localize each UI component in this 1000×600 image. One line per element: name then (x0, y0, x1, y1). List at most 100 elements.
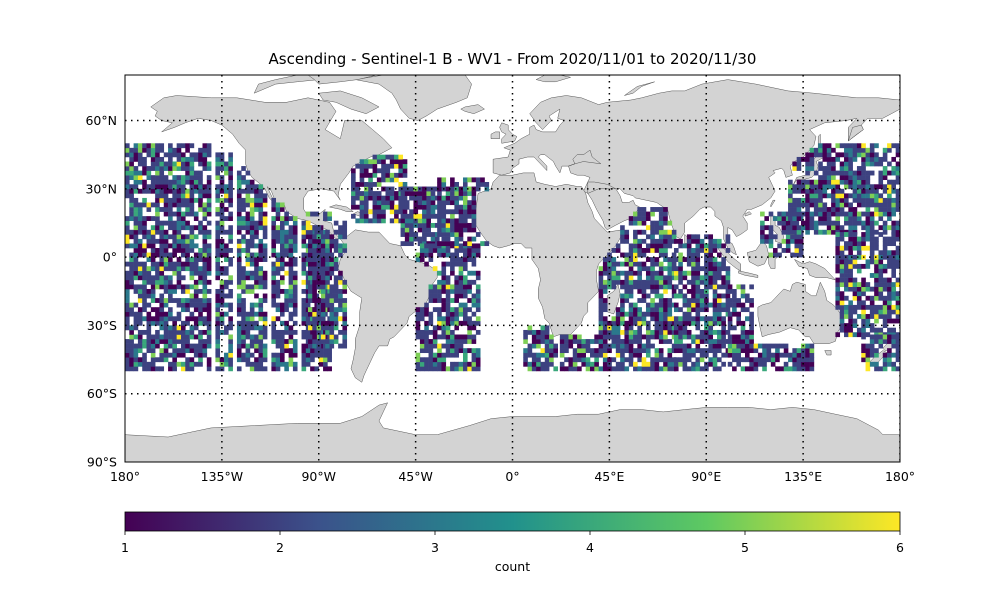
observation-cell (878, 286, 884, 292)
observation-cell (180, 166, 186, 171)
observation-cell (409, 213, 414, 219)
observation-cell (745, 366, 750, 372)
observation-cell (146, 348, 152, 354)
observation-cell (620, 252, 625, 258)
observation-cell (712, 352, 718, 358)
observation-cell (189, 225, 195, 231)
observation-cell (258, 352, 264, 358)
observation-cell (146, 316, 152, 322)
observation-cell (721, 325, 726, 331)
observation-cell (462, 339, 468, 344)
observation-cell (202, 147, 208, 153)
observation-cell (398, 195, 404, 201)
observation-cell (415, 361, 421, 367)
observation-cell (241, 248, 246, 253)
observation-cell (663, 325, 668, 331)
observation-cell (363, 163, 369, 169)
observation-cell (426, 232, 431, 237)
observation-cell (215, 270, 221, 276)
observation-cell (678, 325, 683, 331)
observation-cell (869, 361, 875, 367)
observation-cell (150, 275, 156, 281)
observation-cell (292, 229, 298, 235)
observation-cell (796, 179, 802, 185)
observation-cell (809, 197, 815, 203)
observation-cell (792, 211, 797, 217)
observation-cell (424, 348, 429, 354)
observation-cell (602, 348, 608, 354)
observation-cell (869, 225, 875, 231)
observation-cell (607, 275, 612, 281)
observation-cell (882, 254, 888, 260)
observation-cell (792, 229, 797, 235)
observation-cell (633, 284, 638, 290)
observation-cell (848, 232, 853, 237)
observation-cell (398, 163, 404, 169)
observation-cell (193, 316, 199, 322)
observation-cell (129, 166, 134, 171)
observation-cell (637, 298, 642, 303)
observation-cell (146, 207, 152, 212)
observation-cell (413, 191, 419, 196)
observation-cell (159, 193, 165, 199)
observation-cell (159, 348, 165, 354)
observation-cell (544, 334, 550, 340)
observation-cell (796, 202, 802, 208)
observation-cell (673, 366, 679, 372)
observation-cell (721, 261, 726, 267)
observation-cell (678, 275, 683, 281)
observation-cell (307, 257, 313, 262)
observation-cell (133, 166, 139, 171)
observation-cell (544, 329, 550, 335)
observation-cell (333, 288, 339, 294)
observation-cell (891, 327, 896, 333)
observation-cell (805, 211, 810, 217)
observation-cell (865, 318, 871, 324)
observation-cell (292, 288, 298, 294)
observation-cell (307, 238, 313, 244)
observation-cell (176, 302, 182, 308)
observation-cell (125, 243, 130, 249)
observation-cell (839, 291, 845, 297)
observation-cell (159, 170, 165, 176)
observation-cell (757, 352, 763, 358)
observation-cell (325, 320, 330, 326)
observation-cell (869, 259, 875, 265)
observation-cell (150, 161, 156, 167)
observation-cell (882, 211, 888, 217)
observation-cell (368, 186, 373, 192)
observation-cell (241, 202, 246, 208)
observation-cell (133, 252, 139, 258)
observation-cell (792, 361, 797, 367)
observation-cell (458, 343, 464, 349)
observation-cell (254, 320, 259, 326)
observation-cell (172, 248, 177, 253)
observation-cell (245, 248, 251, 253)
observation-cell (745, 307, 750, 313)
observation-cell (637, 288, 642, 294)
observation-cell (159, 311, 165, 317)
observation-cell (620, 307, 625, 313)
observation-cell (475, 329, 481, 335)
observation-cell (762, 361, 767, 367)
observation-cell (142, 143, 147, 149)
observation-cell (198, 334, 203, 340)
observation-cell (133, 184, 139, 190)
observation-cell (454, 209, 459, 215)
observation-cell (417, 191, 423, 196)
observation-cell (637, 316, 642, 322)
observation-cell (445, 232, 451, 237)
observation-cell (620, 352, 625, 358)
observation-cell (796, 361, 802, 367)
observation-cell (826, 147, 832, 153)
observation-cell (628, 275, 634, 281)
observation-cell (695, 298, 701, 303)
observation-cell (430, 236, 436, 242)
observation-cell (852, 220, 858, 226)
observation-cell (198, 320, 203, 326)
observation-cell (717, 284, 722, 290)
observation-cell (215, 257, 221, 262)
observation-cell (288, 284, 294, 290)
observation-cell (176, 325, 182, 331)
observation-cell (637, 275, 642, 281)
